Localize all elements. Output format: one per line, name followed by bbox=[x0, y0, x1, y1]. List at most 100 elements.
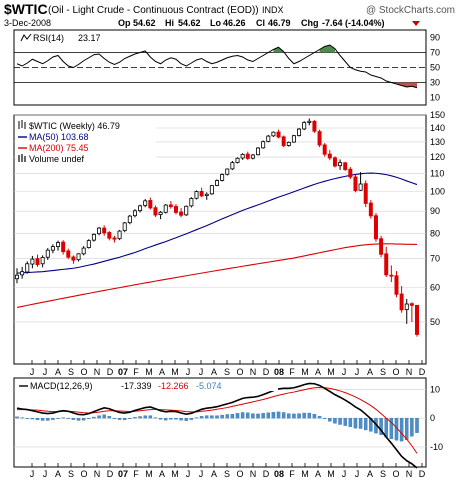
candle-body bbox=[338, 162, 343, 167]
x-tick-label: J bbox=[355, 367, 360, 377]
x-tick-label: S bbox=[380, 469, 386, 479]
candle-body bbox=[153, 207, 158, 216]
histogram-bar bbox=[66, 418, 71, 419]
candle-body bbox=[215, 180, 219, 186]
x-tick-label: D bbox=[107, 469, 114, 479]
candle-body bbox=[404, 303, 409, 310]
histogram-bar bbox=[51, 418, 55, 420]
histogram-bar bbox=[333, 418, 337, 424]
rsi-legend-label: RSI(14) bbox=[33, 33, 64, 43]
candle-body bbox=[179, 211, 184, 216]
price-tick-label: 110 bbox=[430, 168, 444, 178]
x-tick-label: J bbox=[355, 469, 360, 479]
histogram-bar bbox=[46, 418, 50, 421]
candle-body bbox=[184, 205, 189, 216]
histogram-bar bbox=[256, 413, 260, 419]
candle bbox=[71, 255, 76, 264]
histogram-bar bbox=[25, 418, 29, 419]
macd-tick-label: 10 bbox=[430, 384, 440, 394]
x-tick-label: D bbox=[419, 469, 426, 479]
x-tick-label: N bbox=[94, 367, 101, 377]
candle-body bbox=[107, 232, 112, 239]
histogram-bar bbox=[117, 418, 122, 420]
description: (Oil - Light Crude - Continuous Contract… bbox=[48, 5, 259, 16]
candle-body bbox=[20, 271, 25, 276]
histogram-bar bbox=[30, 418, 35, 420]
candle-body bbox=[189, 198, 194, 207]
histogram-bar bbox=[138, 416, 142, 419]
line-icon bbox=[20, 33, 32, 42]
histogram-bar bbox=[40, 418, 45, 421]
candle-body bbox=[291, 135, 296, 143]
candle bbox=[250, 153, 255, 160]
candle bbox=[394, 271, 399, 298]
candle-body bbox=[266, 135, 271, 142]
x-tick-label: A bbox=[211, 469, 217, 479]
open-value: 54.62 bbox=[133, 18, 156, 28]
candle-body bbox=[394, 275, 399, 295]
candle-body bbox=[30, 258, 35, 265]
candle bbox=[409, 302, 414, 322]
candle bbox=[358, 172, 363, 192]
candle bbox=[209, 184, 214, 195]
candle bbox=[220, 173, 225, 182]
x-tick-label: N bbox=[406, 367, 413, 377]
candle bbox=[143, 199, 148, 208]
high-value: 54.62 bbox=[178, 18, 201, 28]
histogram-bar bbox=[399, 418, 404, 442]
candle-body bbox=[358, 183, 363, 191]
candle bbox=[163, 204, 168, 214]
candle bbox=[40, 255, 45, 268]
candle bbox=[327, 150, 332, 161]
histogram-bar bbox=[343, 418, 347, 426]
candle-body bbox=[56, 242, 61, 247]
candle bbox=[322, 143, 327, 157]
candle bbox=[138, 204, 143, 213]
histogram-bar bbox=[389, 418, 394, 440]
histogram-bar bbox=[353, 418, 358, 429]
candle bbox=[399, 286, 404, 313]
candle-body bbox=[91, 233, 96, 241]
x-tick-label: F bbox=[133, 367, 139, 377]
x-tick-label: D bbox=[263, 469, 270, 479]
histogram-bar bbox=[240, 412, 245, 419]
candle-body bbox=[194, 191, 199, 199]
histogram-bar bbox=[133, 417, 137, 419]
rsi-grid: 10 30 50 70 90 bbox=[14, 33, 440, 103]
candle bbox=[343, 161, 348, 171]
candle bbox=[215, 179, 219, 187]
histogram-bar bbox=[287, 413, 291, 419]
histogram-bar bbox=[358, 418, 363, 429]
low-label: Lo bbox=[210, 18, 221, 28]
candle bbox=[256, 147, 261, 156]
watermark: @ StockCharts.com bbox=[366, 5, 455, 16]
candle bbox=[307, 118, 312, 126]
candle-body bbox=[250, 154, 255, 159]
candle-body bbox=[256, 147, 261, 156]
x-tick-label: J bbox=[186, 469, 191, 479]
close-value: 46.79 bbox=[268, 18, 291, 28]
x-tick-label: 07 bbox=[118, 469, 128, 479]
x-tick-label: 08 bbox=[274, 367, 284, 377]
x-tick-label: O bbox=[80, 469, 87, 479]
candles bbox=[15, 118, 419, 337]
candle-body bbox=[389, 274, 394, 277]
price-tick-label: 100 bbox=[430, 186, 445, 196]
candle-body bbox=[66, 250, 71, 258]
legend-ma200: MA(200) 75.45 bbox=[29, 143, 89, 153]
histogram-bar bbox=[189, 418, 194, 420]
macd-series bbox=[15, 382, 419, 469]
x-tick-label: J bbox=[342, 367, 347, 377]
candle bbox=[35, 254, 40, 267]
x-tick-label: A bbox=[159, 469, 165, 479]
histogram-bar bbox=[328, 418, 332, 422]
histogram-value: -5.074 bbox=[196, 381, 222, 391]
candle bbox=[348, 167, 353, 179]
candle-body bbox=[271, 131, 276, 137]
macd-legend-bg bbox=[16, 380, 278, 391]
x-tick-label: N bbox=[250, 469, 257, 479]
candle bbox=[158, 211, 163, 220]
candle bbox=[291, 134, 296, 143]
histogram-bar bbox=[235, 413, 240, 419]
candle bbox=[15, 268, 19, 284]
